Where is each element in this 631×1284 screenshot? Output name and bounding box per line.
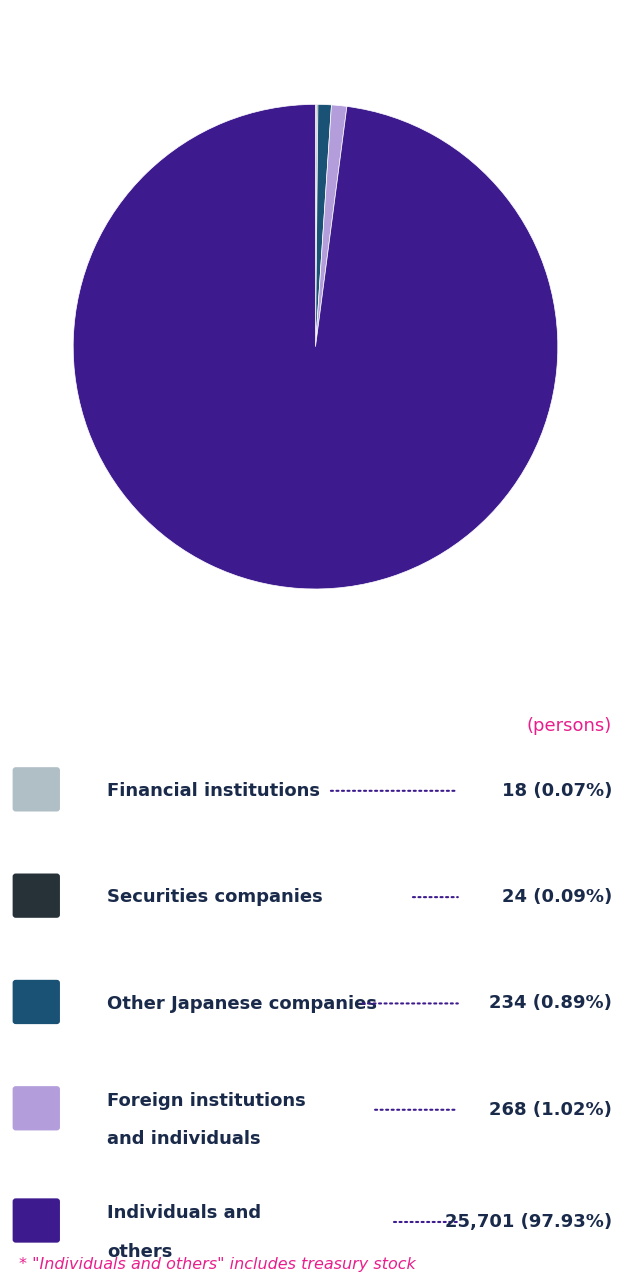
FancyBboxPatch shape	[13, 873, 60, 918]
Text: Other Japanese companies: Other Japanese companies	[107, 995, 377, 1013]
Wedge shape	[316, 104, 318, 347]
FancyBboxPatch shape	[13, 1198, 60, 1243]
Text: 268 (1.02%): 268 (1.02%)	[489, 1100, 612, 1118]
Text: Foreign institutions: Foreign institutions	[107, 1091, 306, 1111]
Text: 24 (0.09%): 24 (0.09%)	[502, 889, 612, 907]
Wedge shape	[316, 105, 347, 347]
Wedge shape	[316, 104, 317, 347]
FancyBboxPatch shape	[13, 768, 60, 811]
FancyBboxPatch shape	[13, 1086, 60, 1130]
Text: Securities companies: Securities companies	[107, 889, 323, 907]
Text: Financial institutions: Financial institutions	[107, 782, 321, 800]
Text: 234 (0.89%): 234 (0.89%)	[489, 994, 612, 1013]
Text: others: others	[107, 1243, 173, 1261]
Wedge shape	[73, 104, 558, 589]
FancyBboxPatch shape	[13, 980, 60, 1025]
Text: 18 (0.07%): 18 (0.07%)	[502, 782, 612, 800]
Text: * "Individuals and others" includes treasury stock: * "Individuals and others" includes trea…	[19, 1257, 416, 1272]
Text: (persons): (persons)	[527, 716, 612, 734]
Text: and individuals: and individuals	[107, 1130, 261, 1148]
Wedge shape	[316, 104, 331, 347]
Text: Individuals and: Individuals and	[107, 1204, 261, 1222]
Text: 25,701 (97.93%): 25,701 (97.93%)	[445, 1213, 612, 1231]
